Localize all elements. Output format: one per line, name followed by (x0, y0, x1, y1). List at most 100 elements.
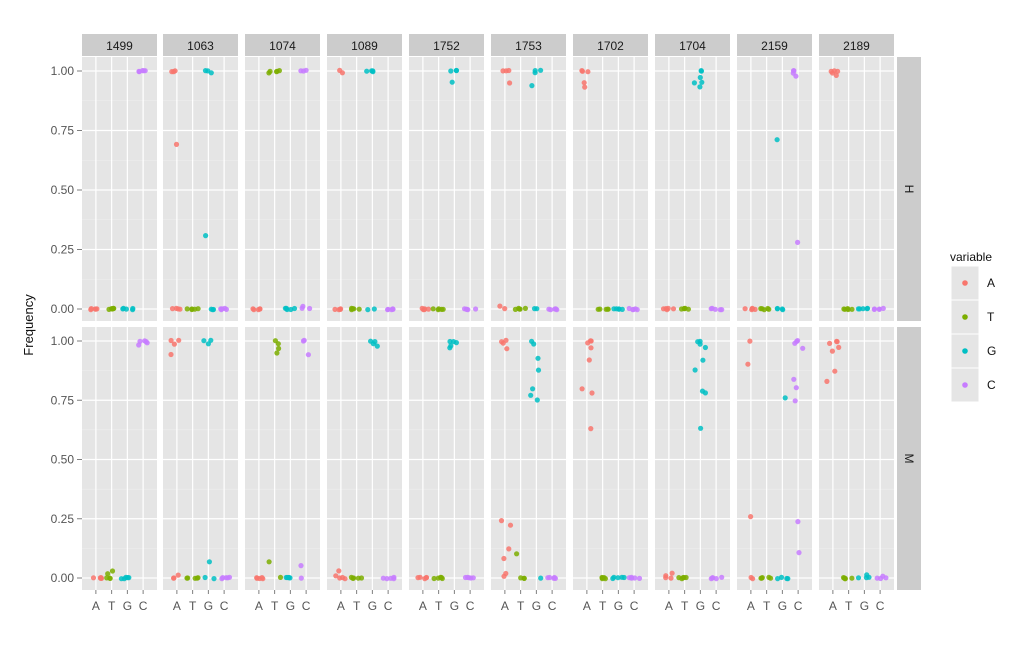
data-point-T (273, 69, 280, 75)
x-tick-label: A (501, 599, 509, 613)
data-point-G (529, 83, 535, 89)
data-point-G (450, 339, 457, 345)
facet-panel (327, 327, 402, 590)
data-point-C (298, 563, 304, 569)
data-point-A (176, 337, 182, 343)
x-tick-label: A (173, 599, 181, 613)
data-point-G (532, 70, 538, 76)
data-point-T (105, 571, 111, 577)
data-point-A (500, 340, 506, 346)
column-strip-label: 1753 (515, 39, 542, 53)
row-strip-label: M (902, 454, 916, 464)
data-point-A (500, 68, 506, 74)
x-tick-label: G (860, 599, 869, 613)
data-point-G (611, 574, 617, 580)
data-point-G (700, 357, 706, 363)
facet-panel (82, 57, 157, 321)
data-point-A (506, 67, 512, 74)
data-point-A (422, 306, 428, 312)
strip-layer: 1499 1063 1074 1089 1752 1753 1702 1704 2159 2189… (82, 34, 921, 590)
data-point-A (501, 573, 507, 579)
data-point-T (681, 574, 687, 581)
data-point-A (834, 338, 840, 344)
data-point-A (749, 306, 756, 312)
facet-panel (491, 327, 566, 590)
legend-key-label: C (987, 378, 996, 392)
facet-panel (491, 57, 566, 321)
data-point-A (506, 546, 512, 552)
data-point-T (184, 575, 190, 581)
data-point-A (332, 306, 338, 312)
data-point-G (615, 575, 621, 581)
x-tick-label: C (302, 599, 311, 613)
data-point-A (168, 337, 174, 344)
data-point-C (223, 306, 229, 312)
data-point-A (668, 575, 674, 581)
data-point-T (276, 345, 282, 352)
data-point-C (473, 306, 479, 312)
column-strip (245, 34, 320, 56)
data-point-A (836, 344, 842, 350)
y-tick-label: 0.00 (51, 302, 75, 316)
data-point-T (350, 575, 356, 582)
facet-panel (819, 57, 894, 321)
data-point-G (453, 67, 460, 74)
x-tick-label: T (353, 599, 361, 613)
data-point-A (333, 573, 339, 579)
x-tick-label: C (548, 599, 557, 613)
data-point-T (849, 575, 855, 581)
data-point-T (605, 306, 611, 312)
data-point-C (548, 307, 554, 313)
x-tick-label: T (681, 599, 689, 613)
data-point-A (90, 575, 97, 581)
legend-key-marker (962, 280, 968, 286)
data-point-G (123, 306, 129, 312)
data-point-A (829, 348, 836, 354)
data-point-G (370, 68, 376, 74)
data-point-A (171, 69, 177, 75)
column-strip-label: 1063 (187, 39, 214, 53)
data-point-T (435, 307, 441, 313)
data-point-G (698, 68, 705, 74)
legend-key-label: A (987, 276, 995, 290)
data-point-T (678, 306, 685, 312)
column-strip-label: 1704 (679, 39, 706, 53)
legend-title: variable (950, 250, 992, 264)
data-point-G (205, 341, 211, 347)
x-tick-label: G (123, 599, 132, 613)
data-point-G (126, 575, 132, 581)
data-point-A (336, 307, 342, 313)
data-point-C (709, 305, 715, 311)
data-point-C (719, 574, 725, 580)
data-point-C (298, 68, 304, 74)
data-point-C (551, 574, 558, 581)
data-point-G (365, 307, 371, 313)
x-tick-label: G (368, 599, 377, 613)
column-strip (819, 34, 894, 56)
data-point-G (206, 559, 212, 565)
x-tick-label: T (599, 599, 607, 613)
data-point-C (298, 575, 304, 581)
data-point-G (774, 137, 780, 143)
x-tick-label: C (139, 599, 148, 613)
data-point-A (742, 306, 748, 312)
data-point-C (792, 398, 798, 404)
facet-panel (573, 57, 648, 321)
data-point-C (380, 575, 386, 581)
data-point-G (702, 344, 709, 351)
data-point-C (470, 575, 476, 581)
data-point-C (305, 352, 311, 358)
facet-panel (245, 327, 320, 590)
column-strip-label: 2159 (761, 39, 788, 53)
data-point-A (579, 386, 585, 392)
data-point-A (169, 306, 176, 312)
x-tick-label: C (712, 599, 721, 613)
data-point-G (121, 576, 127, 582)
data-point-A (423, 574, 430, 581)
data-point-G (531, 306, 538, 312)
data-point-T (266, 559, 272, 565)
data-point-A (88, 307, 94, 313)
data-point-A (824, 378, 830, 384)
data-point-G (538, 67, 544, 73)
axes-layer: 0.00 0.25 0.50 0.75 1.00 0.00 0.25 0.50 0.75 1.00… (51, 64, 885, 613)
